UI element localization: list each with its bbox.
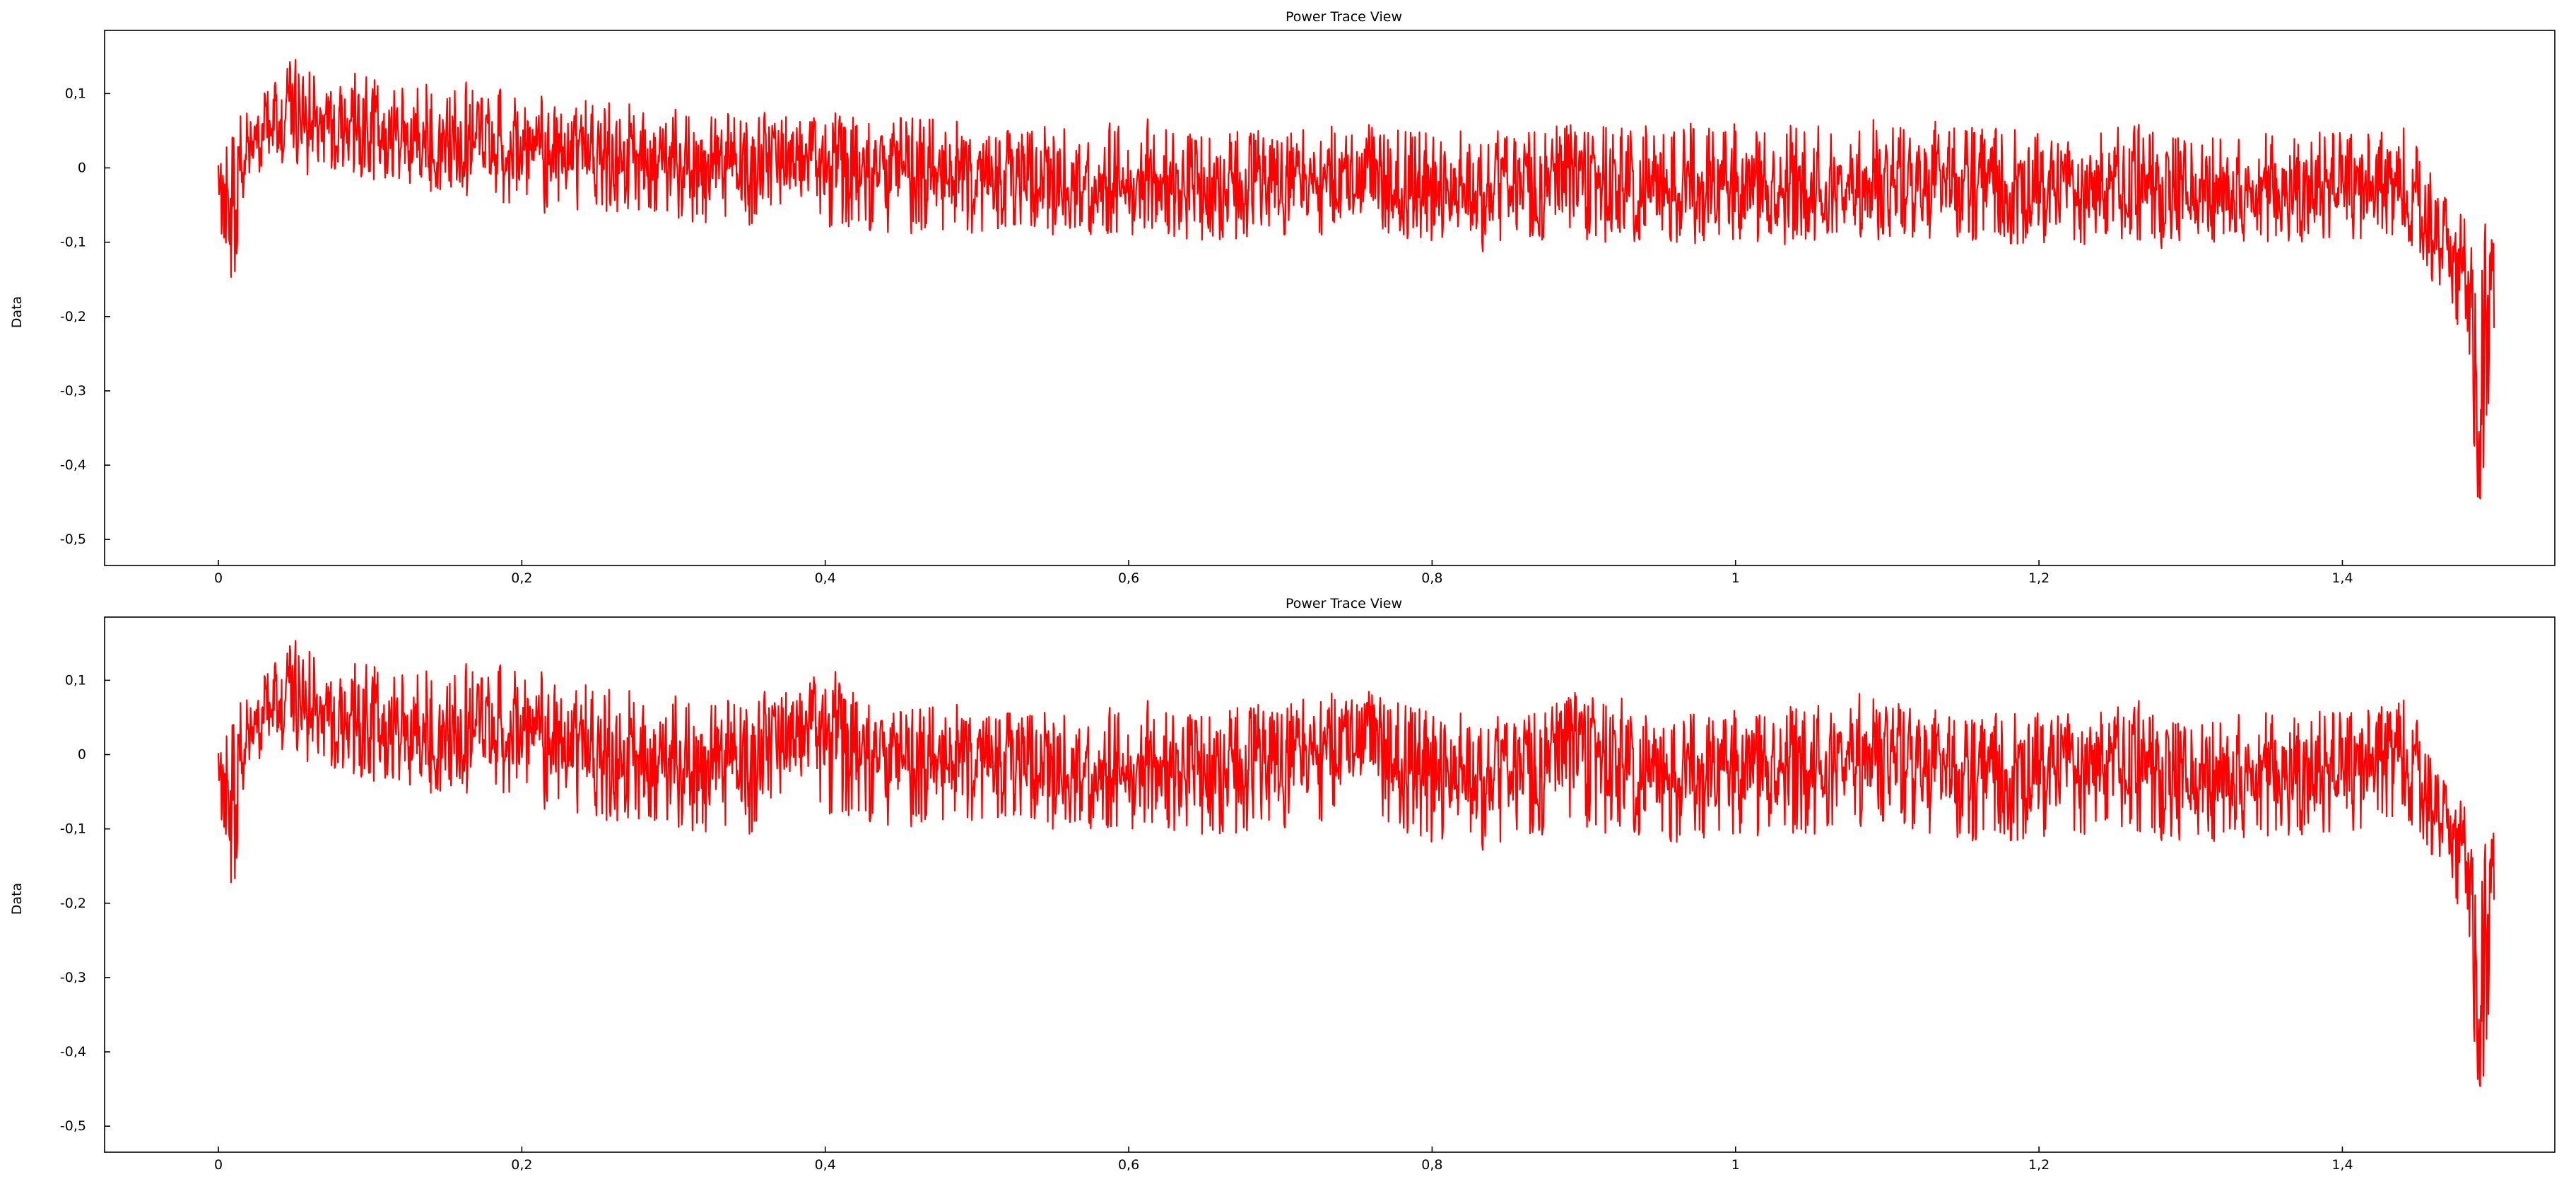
x-tick-label: 0 <box>214 1157 223 1173</box>
x-tick-label: 0,6 <box>1118 570 1139 586</box>
x-tick-label: 0,4 <box>815 570 836 586</box>
y-tick-label: -0,4 <box>60 457 86 473</box>
y-tick-label: -0,4 <box>60 1044 86 1060</box>
y-axis-label: Data <box>9 883 25 915</box>
x-tick-label: 1,4 <box>2331 1157 2353 1173</box>
plot-frame <box>104 616 2556 1153</box>
x-tick-label: 1,2 <box>2028 1157 2049 1173</box>
y-axis-label: Data <box>9 296 25 328</box>
y-tick-label: 0 <box>78 747 86 763</box>
y-tick-label: -0,5 <box>60 532 86 547</box>
x-tick-label: 0,2 <box>511 1157 532 1173</box>
y-tick-label: -0,3 <box>60 383 86 399</box>
x-tick-label: 0,2 <box>511 570 532 586</box>
x-tick-label: 1,2 <box>2028 570 2049 586</box>
y-tick-label: 0,1 <box>65 86 86 101</box>
x-tick-label: 0,6 <box>1118 1157 1139 1173</box>
x-tick-label: 1 <box>1731 1157 1740 1173</box>
y-tick-label: 0,1 <box>65 672 86 688</box>
x-tick-label: 1,4 <box>2331 570 2353 586</box>
chart-title: Power Trace View <box>1286 9 1402 25</box>
y-tick-label: 0 <box>78 160 86 176</box>
y-tick-label: -0,2 <box>60 896 86 911</box>
power-trace-line <box>217 59 2495 500</box>
plot-frame <box>104 30 2556 566</box>
power-trace-chart-top: Power Trace View Data 0,1 0 -0,1 -0,2 -0,3 -0,4… <box>0 6 2576 592</box>
power-trace-chart-bottom: Power Trace View Data 0,1 0 -0,1 -0,2 -0,3 -0,4… <box>0 592 2576 1179</box>
chart-title: Power Trace View <box>1286 596 1402 611</box>
y-tick-label: -0,1 <box>60 821 86 837</box>
x-tick-label: 1 <box>1731 570 1740 586</box>
y-tick-label: -0,5 <box>60 1118 86 1134</box>
chart-svg: Power Trace View Data 0,1 0 -0,1 -0,2 -0,3 -0,4… <box>9 596 2556 1173</box>
x-tick-label: 0 <box>214 570 223 586</box>
y-tick-label: -0,1 <box>60 235 86 250</box>
power-trace-line <box>217 640 2495 1087</box>
x-tick-label: 0,8 <box>1421 1157 1442 1173</box>
x-tick-label: 0,8 <box>1421 570 1442 586</box>
x-tick-label: 0,4 <box>815 1157 836 1173</box>
chart-svg: Power Trace View Data 0,1 0 -0,1 -0,2 -0,3 -0,4… <box>9 9 2556 586</box>
y-tick-label: -0,2 <box>60 309 86 324</box>
y-tick-label: -0,3 <box>60 970 86 985</box>
